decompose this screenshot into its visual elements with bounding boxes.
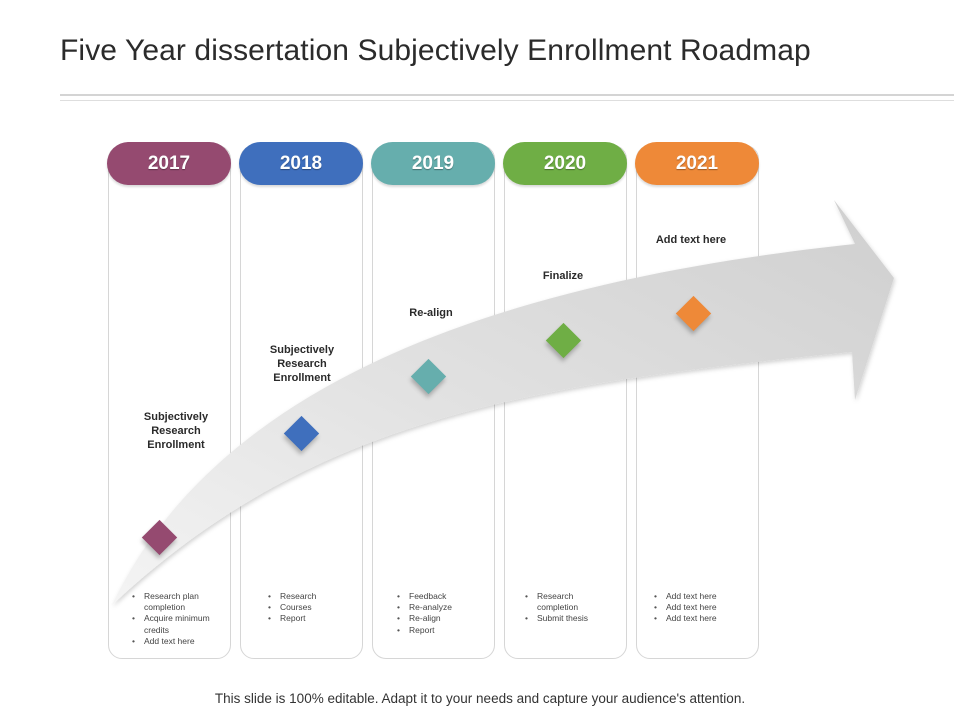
bullet-list-2018: Research Courses Report bbox=[268, 591, 358, 625]
title-divider bbox=[60, 94, 954, 96]
list-item: Courses bbox=[268, 602, 358, 613]
list-item: Add text here bbox=[132, 636, 224, 647]
list-item: Add text here bbox=[654, 591, 744, 602]
milestone-label-2018: Subjectively Research Enrollment bbox=[269, 344, 335, 384]
bullet-list-2017: Research plan completion Acquire minimum… bbox=[132, 591, 224, 647]
year-pill-2019: 2019 bbox=[371, 142, 495, 185]
list-item: Submit thesis bbox=[525, 613, 605, 624]
arrow-body bbox=[112, 200, 894, 605]
bullet-list-2021: Add text here Add text here Add text her… bbox=[654, 591, 744, 625]
list-item: Re-align bbox=[397, 613, 487, 624]
list-item: Report bbox=[397, 625, 487, 636]
list-item: Research bbox=[268, 591, 358, 602]
bullet-list-2019: Feedback Re-analyze Re-align Report bbox=[397, 591, 487, 636]
list-item: Acquire minimum credits bbox=[132, 613, 224, 635]
year-pill-2020: 2020 bbox=[503, 142, 627, 185]
year-pill-2021: 2021 bbox=[635, 142, 759, 185]
milestone-label-2019: Re-align bbox=[409, 307, 453, 319]
footer-note: This slide is 100% editable. Adapt it to… bbox=[214, 691, 746, 706]
year-pill-2018: 2018 bbox=[239, 142, 363, 185]
milestone-label-2017: Subjectively Research Enrollment bbox=[143, 411, 209, 451]
milestone-label-2021: Add text here bbox=[655, 234, 727, 246]
list-item: Report bbox=[268, 613, 358, 624]
list-item: Re-analyze bbox=[397, 602, 487, 613]
list-item: Add text here bbox=[654, 602, 744, 613]
bullet-list-2020: Research completion Submit thesis bbox=[525, 591, 605, 625]
list-item: Feedback bbox=[397, 591, 487, 602]
list-item: Research completion bbox=[525, 591, 605, 613]
milestone-label-2020: Finalize bbox=[542, 270, 584, 282]
list-item: Add text here bbox=[654, 613, 744, 624]
title-divider-thin bbox=[60, 100, 954, 101]
slide-title: Five Year dissertation Subjectively Enro… bbox=[60, 34, 811, 67]
list-item: Research plan completion bbox=[132, 591, 224, 613]
year-pill-2017: 2017 bbox=[107, 142, 231, 185]
